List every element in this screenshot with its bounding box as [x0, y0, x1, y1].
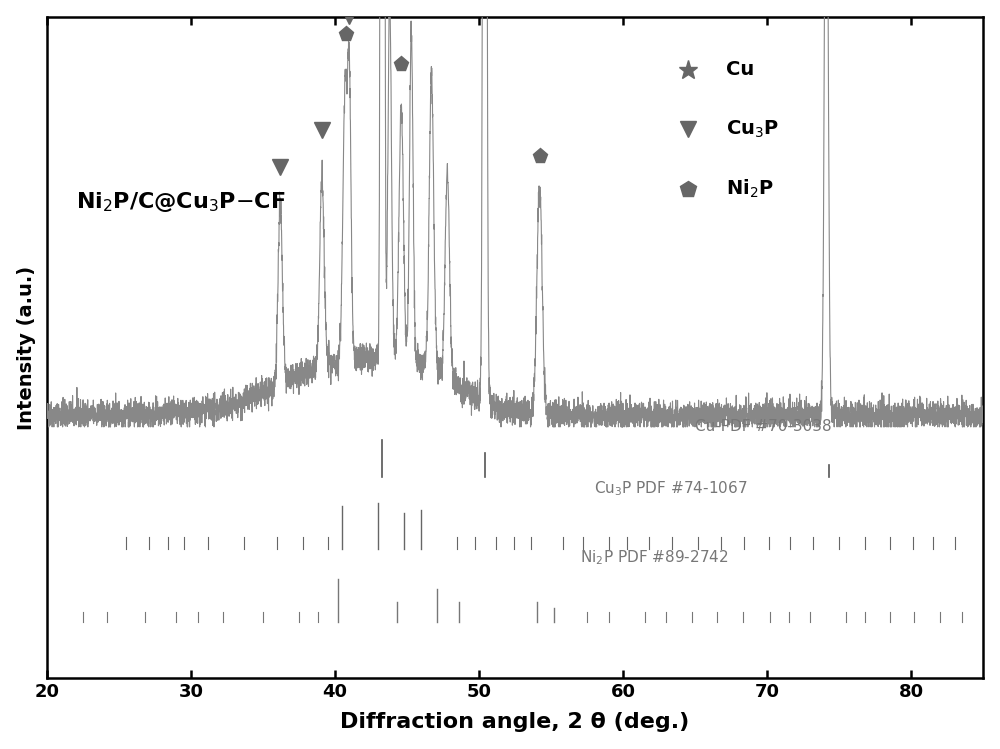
Text: Cu$_3$P PDF #74-1067: Cu$_3$P PDF #74-1067: [594, 479, 748, 498]
Text: Cu-PDF #70-3038: Cu-PDF #70-3038: [695, 419, 832, 434]
Text: Cu$_3$P: Cu$_3$P: [726, 118, 779, 140]
Text: Cu: Cu: [726, 60, 754, 79]
Y-axis label: Intensity (a.u.): Intensity (a.u.): [17, 265, 36, 430]
Text: Ni$_2$P PDF #89-2742: Ni$_2$P PDF #89-2742: [580, 548, 728, 567]
Text: Ni$_2$P: Ni$_2$P: [726, 178, 774, 200]
Text: Ni$_2$P/C@Cu$_3$P$-$CF: Ni$_2$P/C@Cu$_3$P$-$CF: [76, 190, 285, 214]
X-axis label: Diffraction angle, 2 θ (deg.): Diffraction angle, 2 θ (deg.): [340, 712, 690, 733]
